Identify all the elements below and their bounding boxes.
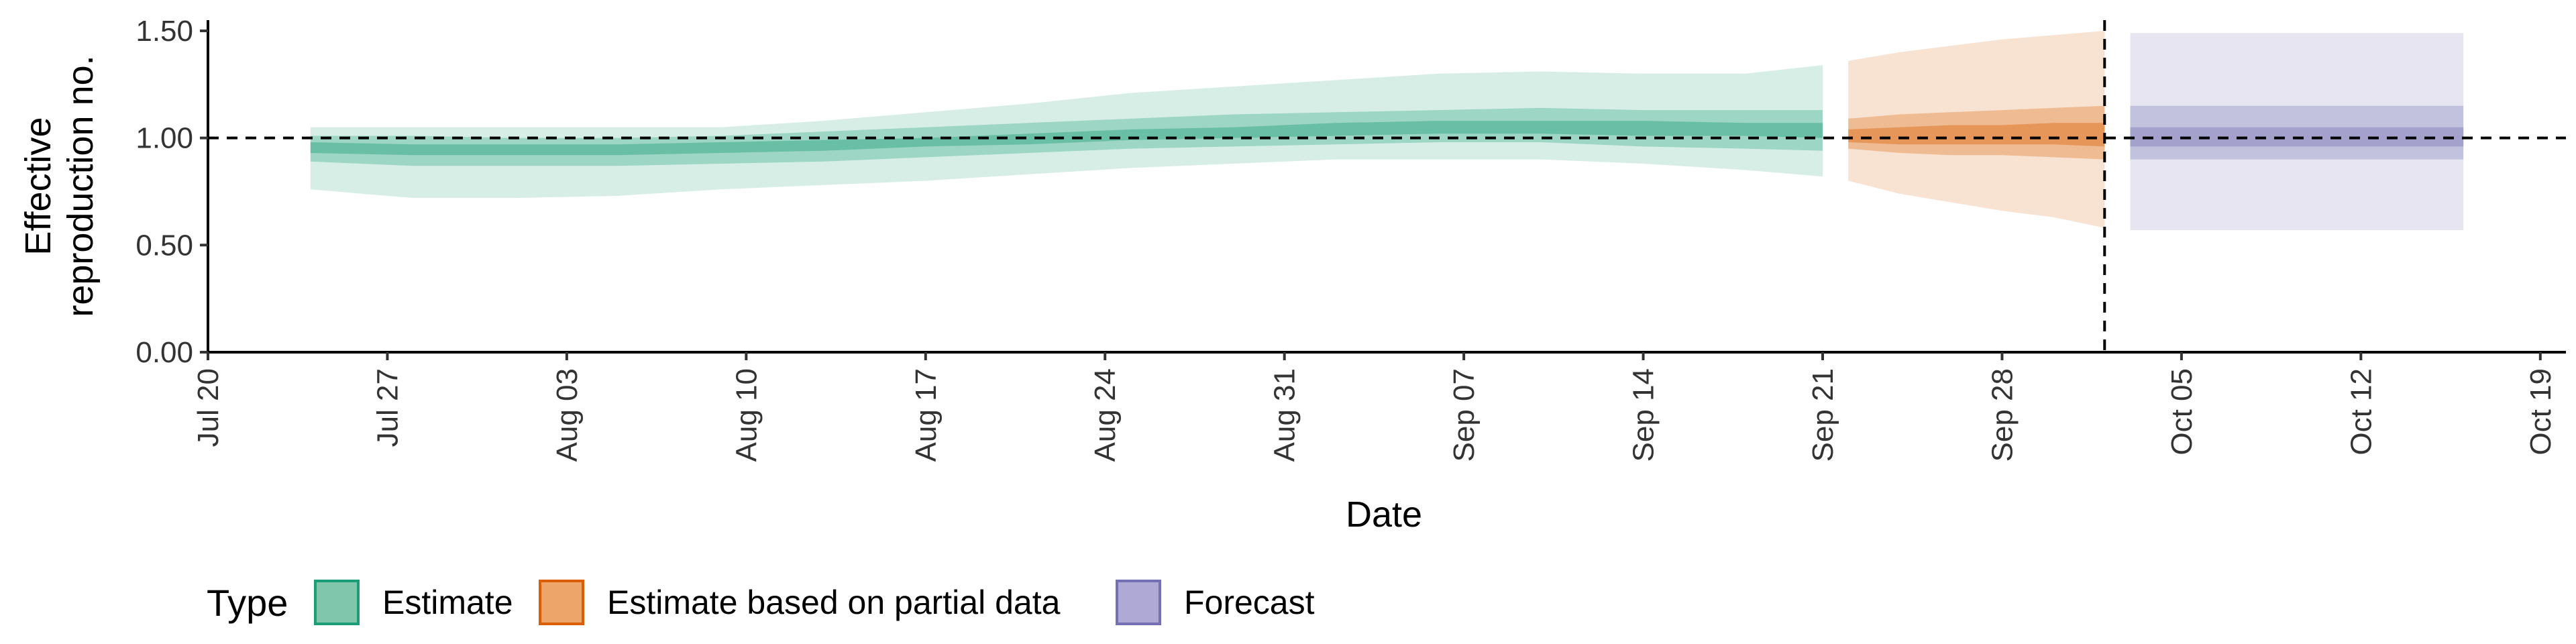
x-tick-label: Jul 20 (192, 368, 225, 447)
ribbon-50-series-0 (310, 107, 1823, 166)
legend-label: Forecast (1184, 584, 1315, 621)
ribbon-50-series-1 (1848, 105, 2105, 160)
x-tick-label: Aug 03 (551, 368, 584, 462)
x-tick-label: Oct 05 (2165, 368, 2198, 455)
x-axis-ticks: Jul 20 Jul 27 Aug 03 Aug 10 Aug 17 Aug 24 Aug … (192, 352, 2557, 462)
ribbon-90-series-0 (310, 65, 1823, 199)
x-tick-label: Aug 24 (1089, 368, 1122, 462)
legend-key (539, 580, 584, 625)
x-tick-label: Sep 07 (1448, 368, 1481, 462)
x-tick-label: Aug 31 (1269, 368, 1301, 462)
x-tick-label: Jul 27 (371, 368, 404, 447)
x-tick-label: Aug 10 (730, 368, 763, 462)
ribbon-20-series-0 (310, 121, 1823, 156)
x-tick-label: Aug 17 (910, 368, 943, 462)
y-axis-ticks: 0.00 0.50 1.00 1.50 (136, 15, 208, 369)
y-tick-label: 1.00 (136, 122, 193, 155)
legend: Type Estimate Estimate based on partial da… (207, 580, 1315, 625)
ribbon-20-series-1 (1848, 123, 2105, 147)
y-tick-label: 0.50 (136, 229, 193, 262)
legend-label: Estimate (382, 584, 513, 621)
x-tick-label: Sep 14 (1627, 368, 1660, 462)
y-axis-title-line: reproduction no. (60, 55, 101, 317)
legend-title: Type (207, 582, 288, 624)
ribbons (310, 31, 2464, 230)
ribbon-50-series-2 (2130, 105, 2464, 160)
x-tick-label: Oct 12 (2345, 368, 2377, 455)
x-axis-title: Date (1346, 494, 1422, 535)
ribbon-90-series-2 (2130, 33, 2464, 230)
legend-key (1116, 580, 1161, 625)
x-tick-label: Oct 19 (2524, 368, 2557, 455)
legend-label: Estimate based on partial data (607, 584, 1061, 621)
legend-key (314, 580, 360, 625)
ribbon-90-series-1 (1848, 31, 2105, 228)
y-tick-label: 1.50 (136, 15, 193, 48)
y-axis-title: Effective reproduction no. (18, 55, 101, 317)
y-axis-title-line: Effective (18, 117, 58, 255)
axes (207, 20, 2566, 354)
x-tick-label: Sep 28 (1986, 368, 2019, 462)
y-tick-label: 0.00 (136, 336, 193, 369)
x-tick-label: Sep 21 (1807, 368, 1839, 462)
